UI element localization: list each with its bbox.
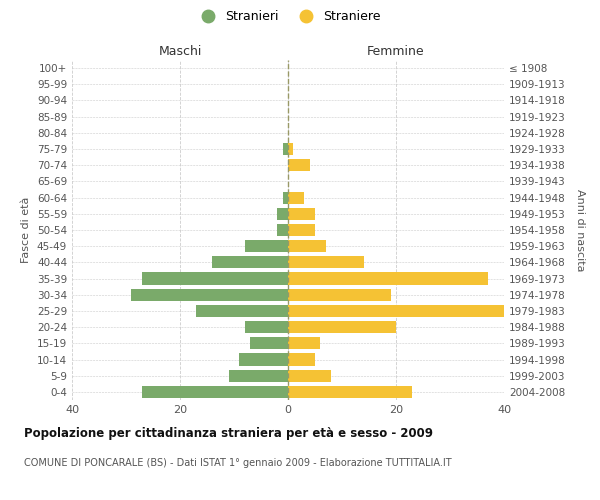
Bar [288,288,391,301]
Bar [239,354,288,366]
Bar [288,338,320,349]
Bar [142,272,288,284]
Y-axis label: Fasce di età: Fasce di età [22,197,31,263]
Bar [288,143,293,155]
Text: Popolazione per cittadinanza straniera per età e sesso - 2009: Popolazione per cittadinanza straniera p… [24,428,433,440]
Bar [131,288,288,301]
Bar [288,224,315,236]
Bar [245,240,288,252]
Bar [288,192,304,203]
Text: Maschi: Maschi [158,44,202,58]
Bar [212,256,288,268]
Bar [288,208,315,220]
Bar [288,386,412,398]
Bar [283,192,288,203]
Bar [245,321,288,333]
Bar [288,256,364,268]
Bar [288,321,396,333]
Bar [250,338,288,349]
Bar [288,272,488,284]
Legend: Stranieri, Straniere: Stranieri, Straniere [190,5,386,28]
Bar [288,370,331,382]
Bar [142,386,288,398]
Bar [277,208,288,220]
Bar [229,370,288,382]
Bar [288,159,310,172]
Y-axis label: Anni di nascita: Anni di nascita [575,188,585,271]
Bar [277,224,288,236]
Text: COMUNE DI PONCARALE (BS) - Dati ISTAT 1° gennaio 2009 - Elaborazione TUTTITALIA.: COMUNE DI PONCARALE (BS) - Dati ISTAT 1°… [24,458,452,468]
Bar [288,354,315,366]
Bar [196,305,288,317]
Bar [288,240,326,252]
Bar [288,305,504,317]
Bar [283,143,288,155]
Text: Femmine: Femmine [367,44,425,58]
